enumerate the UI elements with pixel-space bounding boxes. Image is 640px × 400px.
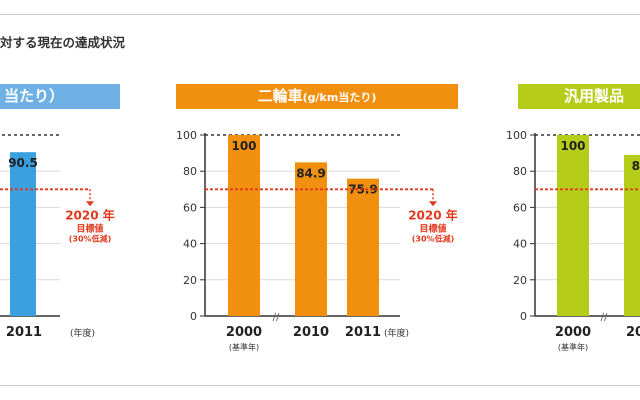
x-category-label: 2011: [6, 325, 42, 340]
bar: [347, 178, 379, 316]
page-heading: 対する現在の達成状況: [0, 35, 126, 50]
y-tick-label: 80: [183, 165, 197, 178]
x-axis-unit: (年度): [70, 327, 95, 339]
x-category-label: 20: [626, 325, 640, 340]
x-category-sublabel: (基準年): [558, 342, 588, 352]
target-arrow: [86, 201, 94, 207]
target-year-label: 2020 年: [408, 207, 458, 222]
bar: [624, 154, 640, 316]
bar: [295, 162, 327, 316]
target-name-label: 目標値: [76, 222, 103, 234]
y-tick-label: 60: [183, 201, 197, 214]
target-year-label: 2020 年: [65, 207, 115, 222]
y-tick-label: 0: [520, 310, 527, 323]
bar-value-label: 89: [632, 159, 640, 173]
x-category-label: 2011: [345, 325, 381, 340]
bar-value-label: 100: [560, 139, 585, 153]
chart-title-1: 当たり）: [4, 87, 65, 105]
x-category-sublabel: (基準年): [229, 342, 259, 352]
axis-break-mark: //: [601, 312, 608, 323]
bar: [10, 152, 36, 316]
y-tick-label: 20: [513, 274, 527, 287]
y-tick-label: 40: [513, 238, 527, 251]
chart-banner-2: 二輪車(g/km当たり): [176, 84, 458, 109]
bar-value-label: 90.5: [8, 156, 38, 170]
x-axis-unit: (年度): [384, 327, 409, 339]
y-tick-label: 20: [183, 274, 197, 287]
bar: [228, 135, 260, 316]
bar: [557, 135, 589, 316]
y-tick-label: 100: [506, 129, 527, 142]
x-category-label: 2010: [293, 325, 329, 340]
y-tick-label: 80: [513, 165, 527, 178]
target-reduction-label: (30%低減): [69, 233, 111, 243]
panel-frame: [0, 14, 640, 386]
y-tick-label: 60: [513, 201, 527, 214]
chart-title-unit-2: (g/km当たり): [302, 91, 377, 104]
bar-value-label: 100: [231, 139, 256, 153]
y-tick-label: 0: [190, 310, 197, 323]
bar-value-label: 84.9: [296, 166, 326, 180]
x-category-label: 2000: [226, 325, 262, 340]
chart-banner-3: 汎用製品: [518, 84, 640, 109]
x-category-label: 2000: [555, 325, 591, 340]
target-arrow: [429, 201, 437, 207]
target-name-label: 目標値: [419, 222, 446, 234]
y-tick-label: 100: [176, 129, 197, 142]
axis-break-mark: //: [273, 312, 280, 323]
target-reduction-label: (30%低減): [412, 233, 454, 243]
chart-title-2: 二輪車: [257, 87, 303, 105]
chart-banner-1: 当たり）: [0, 84, 120, 109]
y-tick-label: 40: [183, 238, 197, 251]
chart-title-3: 汎用製品: [564, 87, 625, 105]
